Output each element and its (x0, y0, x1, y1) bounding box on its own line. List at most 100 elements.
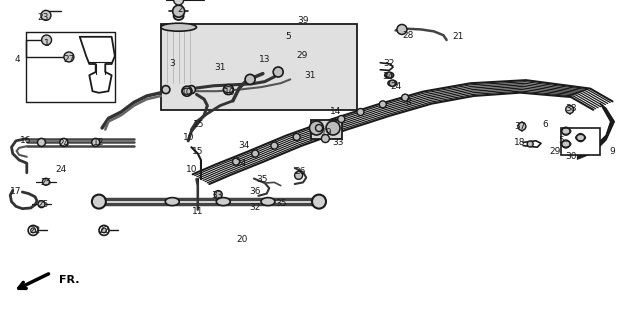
Text: 14: 14 (330, 108, 341, 116)
Text: 37: 37 (514, 122, 526, 131)
Circle shape (326, 121, 340, 135)
Text: 10: 10 (224, 88, 235, 97)
Circle shape (386, 72, 392, 78)
Text: 35: 35 (275, 199, 286, 208)
Bar (311, 120, 342, 139)
Circle shape (322, 134, 329, 143)
Circle shape (43, 178, 49, 185)
Text: 16: 16 (20, 136, 31, 145)
Text: 17: 17 (10, 188, 22, 196)
Circle shape (162, 86, 170, 93)
Text: 24: 24 (235, 159, 247, 168)
Circle shape (527, 141, 533, 147)
Circle shape (245, 74, 255, 84)
Circle shape (99, 225, 109, 236)
Circle shape (173, 5, 184, 17)
Circle shape (380, 101, 386, 108)
Circle shape (518, 122, 526, 131)
Circle shape (92, 195, 106, 209)
Bar (561, 128, 600, 155)
Text: 26: 26 (294, 167, 306, 176)
Text: 23: 23 (38, 13, 49, 22)
Circle shape (38, 201, 45, 208)
Circle shape (562, 127, 570, 135)
Circle shape (295, 172, 302, 179)
Text: 29: 29 (296, 52, 308, 60)
Circle shape (31, 228, 36, 233)
Text: 34: 34 (239, 141, 250, 150)
Text: 29: 29 (549, 148, 561, 156)
Text: 3: 3 (169, 60, 175, 68)
Text: 22: 22 (29, 226, 41, 235)
Text: 15: 15 (192, 148, 204, 156)
Ellipse shape (388, 80, 397, 86)
Text: FR.: FR. (59, 275, 79, 285)
Text: 24: 24 (390, 82, 401, 91)
Ellipse shape (261, 197, 275, 205)
Text: 33: 33 (211, 191, 223, 200)
Circle shape (38, 138, 45, 147)
Circle shape (64, 52, 74, 62)
Text: 2: 2 (177, 5, 182, 14)
Ellipse shape (385, 72, 394, 78)
Text: 20: 20 (237, 236, 248, 244)
Text: 24: 24 (58, 140, 70, 148)
Text: 1: 1 (43, 39, 50, 48)
Text: 35: 35 (256, 175, 267, 184)
Text: 22: 22 (98, 226, 110, 235)
Text: 6: 6 (542, 120, 549, 129)
Circle shape (174, 0, 184, 5)
Text: 11: 11 (192, 207, 204, 216)
Text: 27: 27 (63, 55, 75, 64)
Circle shape (577, 134, 584, 141)
Text: 25: 25 (40, 178, 52, 187)
Text: 25: 25 (38, 200, 49, 209)
Ellipse shape (174, 12, 184, 20)
Text: 15: 15 (193, 120, 205, 129)
Text: 36: 36 (249, 188, 261, 196)
Text: 30: 30 (565, 152, 577, 161)
Text: 18: 18 (514, 138, 526, 147)
Circle shape (402, 94, 408, 101)
Text: 32: 32 (249, 204, 261, 212)
Text: 28: 28 (403, 31, 414, 40)
Text: 4: 4 (15, 55, 20, 64)
Circle shape (316, 124, 322, 132)
Text: 38: 38 (565, 104, 577, 113)
Circle shape (312, 195, 326, 209)
Text: 32: 32 (383, 60, 395, 68)
Text: 10: 10 (183, 133, 195, 142)
Ellipse shape (165, 197, 179, 205)
Text: 5: 5 (558, 136, 565, 145)
Circle shape (357, 108, 364, 116)
Circle shape (273, 67, 283, 77)
Text: 9: 9 (609, 148, 616, 156)
Text: 33: 33 (332, 138, 344, 147)
Text: 10: 10 (186, 165, 197, 174)
Text: 31: 31 (304, 71, 316, 80)
Text: 13: 13 (259, 55, 271, 64)
Text: 12: 12 (93, 138, 105, 147)
Circle shape (41, 10, 51, 20)
Circle shape (252, 150, 258, 157)
Text: 31: 31 (214, 63, 226, 72)
Circle shape (566, 105, 574, 113)
Circle shape (188, 86, 195, 93)
Circle shape (60, 138, 68, 147)
Ellipse shape (216, 197, 230, 205)
Circle shape (214, 190, 222, 198)
Text: 24: 24 (55, 165, 66, 174)
Circle shape (293, 133, 300, 140)
Circle shape (223, 84, 234, 95)
Circle shape (41, 35, 52, 45)
Circle shape (562, 140, 570, 148)
Ellipse shape (161, 23, 197, 31)
Circle shape (101, 228, 107, 233)
Circle shape (271, 142, 278, 149)
Text: 21: 21 (452, 32, 464, 41)
Text: 10: 10 (181, 88, 193, 97)
Circle shape (309, 121, 323, 135)
Text: 19: 19 (321, 128, 332, 137)
Text: 39: 39 (297, 16, 309, 25)
Circle shape (233, 158, 239, 165)
